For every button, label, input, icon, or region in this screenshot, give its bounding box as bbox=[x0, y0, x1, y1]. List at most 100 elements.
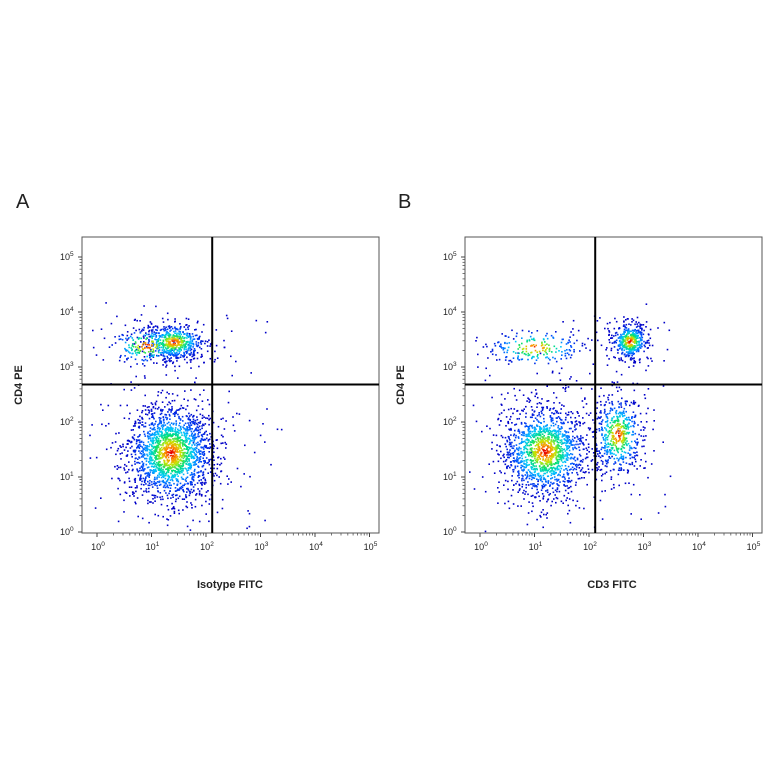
data-point bbox=[603, 394, 605, 397]
data-point bbox=[545, 484, 547, 486]
data-point bbox=[537, 491, 539, 493]
data-point bbox=[571, 453, 574, 456]
data-point bbox=[165, 414, 168, 416]
data-point bbox=[154, 476, 156, 479]
data-point bbox=[511, 329, 513, 332]
data-point bbox=[160, 434, 163, 436]
data-point bbox=[566, 480, 569, 482]
data-point bbox=[162, 498, 164, 501]
data-point bbox=[151, 414, 154, 417]
data-point bbox=[629, 358, 632, 361]
data-point bbox=[146, 333, 148, 336]
data-point bbox=[165, 492, 167, 494]
data-point bbox=[169, 358, 171, 360]
data-point bbox=[161, 433, 163, 435]
data-point bbox=[128, 480, 131, 483]
data-point bbox=[183, 348, 186, 351]
data-point bbox=[498, 481, 500, 483]
data-point bbox=[194, 429, 196, 432]
data-point bbox=[578, 463, 581, 466]
data-point bbox=[180, 354, 182, 356]
data-point bbox=[185, 441, 188, 443]
data-point bbox=[553, 435, 556, 437]
data-point bbox=[183, 434, 186, 437]
data-point bbox=[610, 488, 613, 490]
data-point bbox=[219, 482, 222, 485]
data-point bbox=[162, 334, 165, 336]
data-point bbox=[191, 444, 193, 446]
data-point bbox=[156, 431, 159, 434]
data-point bbox=[554, 357, 556, 360]
data-point bbox=[559, 447, 561, 450]
data-point bbox=[571, 422, 573, 425]
data-point bbox=[633, 456, 635, 459]
data-point bbox=[622, 446, 624, 449]
data-point bbox=[136, 461, 138, 464]
data-point bbox=[528, 455, 530, 457]
data-point bbox=[525, 460, 527, 462]
data-point bbox=[202, 423, 204, 426]
data-point bbox=[155, 470, 157, 472]
data-point bbox=[169, 449, 172, 452]
data-point bbox=[530, 448, 533, 451]
data-point bbox=[533, 465, 536, 467]
data-point bbox=[584, 471, 586, 474]
data-point bbox=[561, 338, 564, 341]
data-point bbox=[190, 466, 192, 468]
data-point bbox=[125, 337, 127, 340]
data-point bbox=[584, 457, 587, 460]
data-point bbox=[601, 463, 604, 465]
data-point bbox=[534, 395, 536, 398]
data-point bbox=[236, 412, 238, 415]
data-point bbox=[205, 457, 208, 459]
data-point bbox=[156, 341, 158, 343]
data-point bbox=[565, 452, 568, 454]
data-point bbox=[144, 472, 146, 475]
data-point bbox=[116, 449, 119, 452]
data-point bbox=[174, 354, 176, 357]
data-point bbox=[618, 467, 621, 469]
data-point bbox=[535, 433, 537, 436]
data-point bbox=[149, 450, 152, 452]
data-point bbox=[165, 364, 168, 367]
data-point bbox=[176, 489, 178, 492]
data-point bbox=[526, 400, 528, 402]
data-point bbox=[185, 463, 187, 465]
data-point bbox=[477, 366, 479, 368]
data-point bbox=[645, 326, 647, 328]
data-point bbox=[141, 446, 144, 448]
data-point bbox=[141, 424, 143, 426]
data-point bbox=[577, 438, 580, 440]
data-point bbox=[175, 346, 178, 348]
data-point bbox=[147, 431, 149, 433]
data-point bbox=[606, 364, 609, 366]
data-point bbox=[164, 428, 167, 430]
data-point bbox=[534, 362, 536, 365]
data-point bbox=[175, 494, 177, 497]
data-point bbox=[601, 433, 603, 435]
data-point bbox=[606, 460, 609, 462]
data-point bbox=[167, 350, 169, 352]
data-point bbox=[570, 453, 572, 455]
data-point bbox=[141, 411, 143, 414]
data-point bbox=[193, 422, 195, 424]
data-point bbox=[145, 343, 147, 346]
data-point bbox=[514, 424, 516, 426]
data-point bbox=[142, 451, 144, 454]
data-point bbox=[536, 402, 539, 405]
data-point bbox=[497, 418, 499, 421]
data-point bbox=[568, 486, 571, 489]
data-point bbox=[521, 337, 523, 339]
data-point bbox=[195, 341, 198, 343]
data-point bbox=[578, 440, 581, 442]
data-point bbox=[166, 330, 168, 333]
data-point bbox=[521, 451, 524, 454]
data-point bbox=[566, 455, 568, 458]
data-point bbox=[212, 421, 215, 424]
data-point bbox=[587, 468, 590, 470]
data-point bbox=[170, 462, 173, 464]
data-point bbox=[220, 457, 222, 460]
data-point bbox=[190, 457, 193, 459]
data-point bbox=[124, 349, 127, 351]
data-point bbox=[119, 445, 121, 447]
